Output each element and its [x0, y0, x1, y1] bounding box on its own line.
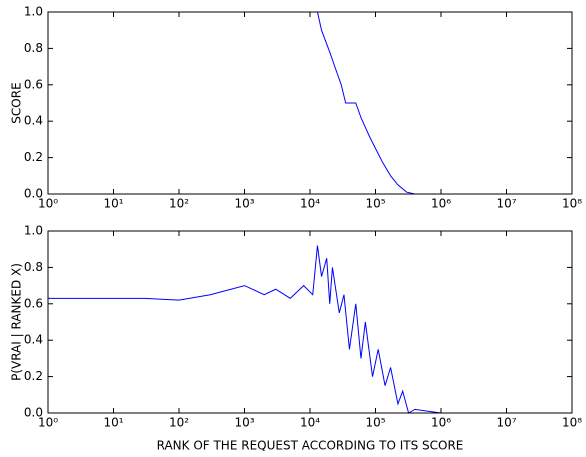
y-tick-label: 0.0	[24, 406, 43, 420]
y-tick-label: 1.0	[24, 224, 43, 238]
x-tick-label: 10⁵	[365, 416, 385, 430]
y-tick-label: 0.6	[24, 296, 43, 310]
y-tick-label: 0.4	[24, 333, 43, 347]
y-tick-label: 0.4	[24, 114, 43, 128]
x-tick-label: 10⁶	[431, 197, 451, 211]
x-tick-label: 10¹	[103, 197, 123, 211]
x-tick-label: 10³	[234, 197, 254, 211]
x-tick-label: 10³	[234, 416, 254, 430]
plot-frame	[47, 11, 573, 195]
y-tick-label: 0.8	[24, 260, 43, 274]
plot-frame	[47, 230, 573, 414]
y-tick-label: 0.2	[24, 150, 43, 164]
x-tick-label: 10²	[169, 197, 189, 211]
y-tick-label: 0.0	[24, 187, 43, 201]
x-tick-label: 10⁴	[300, 197, 320, 211]
x-tick-label: 10⁰	[38, 416, 58, 430]
y-axis-label: SCORE	[10, 82, 24, 123]
y-tick-label: 0.2	[24, 369, 43, 383]
x-tick-label: 10²	[169, 416, 189, 430]
x-axis-label: RANK OF THE REQUEST ACCORDING TO ITS SCO…	[157, 439, 464, 453]
y-tick-label: 1.0	[24, 5, 43, 19]
y-tick-label: 0.6	[24, 77, 43, 91]
x-tick-label: 10⁴	[300, 416, 320, 430]
x-tick-label: 10⁷	[496, 416, 516, 430]
x-tick-label: 10⁵	[365, 197, 385, 211]
x-tick-label: 10⁰	[38, 197, 58, 211]
x-tick-label: 10⁶	[431, 416, 451, 430]
x-tick-label: 10¹	[103, 416, 123, 430]
y-axis-label: P(VRAI | RANKED X)	[10, 263, 24, 381]
y-tick-label: 0.8	[24, 41, 43, 55]
x-tick-label: 10⁸	[562, 416, 582, 430]
data-line	[48, 11, 538, 195]
data-line	[48, 245, 538, 414]
x-tick-label: 10⁸	[562, 197, 582, 211]
x-tick-label: 10⁷	[496, 197, 516, 211]
